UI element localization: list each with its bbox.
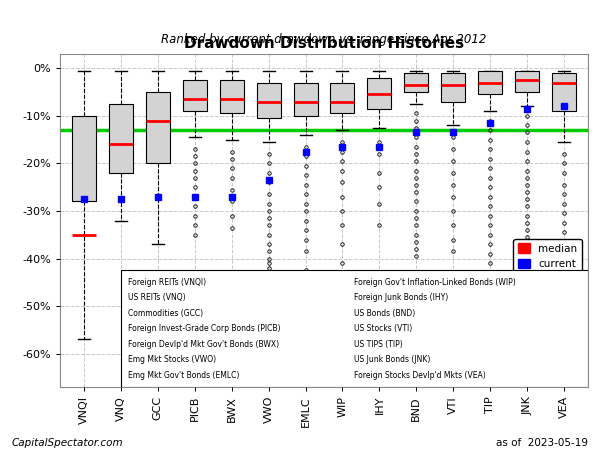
Bar <box>183 80 207 111</box>
Text: Emg Mkt Gov't Bonds (EMLC): Emg Mkt Gov't Bonds (EMLC) <box>128 371 239 380</box>
Text: US REITs (VNQ): US REITs (VNQ) <box>128 293 186 302</box>
Bar <box>257 82 281 118</box>
Text: Commodities (GCC): Commodities (GCC) <box>128 309 203 318</box>
Bar <box>121 270 588 387</box>
Bar <box>478 71 502 94</box>
Bar <box>146 92 170 163</box>
Text: CapitalSpectator.com: CapitalSpectator.com <box>12 438 124 448</box>
Bar <box>293 82 317 116</box>
Text: Ranked by current drawdown vs. range since Apr 2012: Ranked by current drawdown vs. range sin… <box>161 33 487 46</box>
Text: Foreign Invest-Grade Corp Bonds (PICB): Foreign Invest-Grade Corp Bonds (PICB) <box>128 324 281 333</box>
Bar <box>220 80 244 113</box>
Bar <box>515 71 539 92</box>
Bar <box>72 116 96 202</box>
Text: Foreign Gov't Inflation-Linked Bonds (WIP): Foreign Gov't Inflation-Linked Bonds (WI… <box>355 278 516 287</box>
Bar <box>109 104 133 173</box>
Title: Drawdown Distribution Histories: Drawdown Distribution Histories <box>184 36 464 51</box>
Bar <box>331 82 355 113</box>
Bar <box>404 73 428 92</box>
Text: US Junk Bonds (JNK): US Junk Bonds (JNK) <box>355 356 431 364</box>
Text: Foreign Junk Bonds (IHY): Foreign Junk Bonds (IHY) <box>355 293 449 302</box>
Bar <box>367 78 391 109</box>
Text: US TIPS (TIP): US TIPS (TIP) <box>355 340 403 349</box>
Text: Foreign Stocks Devlp'd Mkts (VEA): Foreign Stocks Devlp'd Mkts (VEA) <box>355 371 486 380</box>
Legend: median, current, GMI.F: median, current, GMI.F <box>514 239 582 288</box>
Bar <box>552 73 576 111</box>
Text: Foreign Devlp'd Mkt Gov't Bonds (BWX): Foreign Devlp'd Mkt Gov't Bonds (BWX) <box>128 340 280 349</box>
Text: US Stocks (VTI): US Stocks (VTI) <box>355 324 413 333</box>
Text: US Bonds (BND): US Bonds (BND) <box>355 309 416 318</box>
Bar <box>441 73 465 102</box>
Text: Emg Mkt Stocks (VWO): Emg Mkt Stocks (VWO) <box>128 356 217 364</box>
Text: as of  2023-05-19: as of 2023-05-19 <box>496 438 588 448</box>
Text: Foreign REITs (VNQI): Foreign REITs (VNQI) <box>128 278 206 287</box>
